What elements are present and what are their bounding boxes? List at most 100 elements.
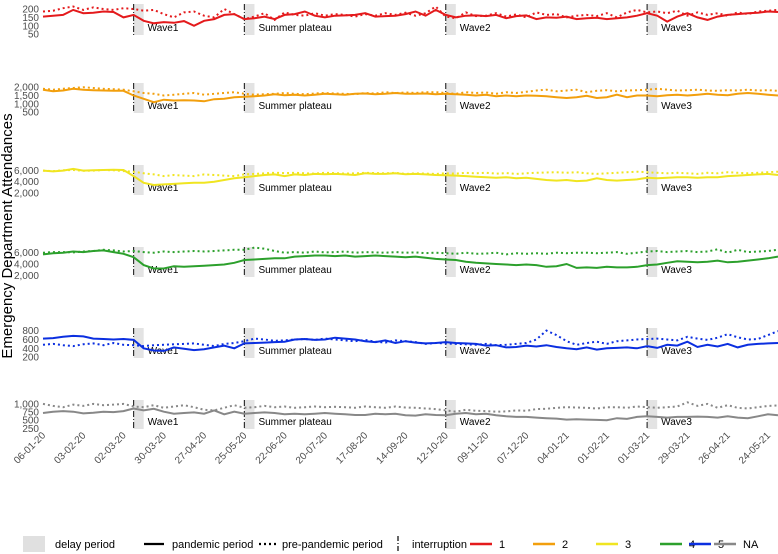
y-tick-label: 500	[22, 108, 39, 119]
period-label: Wave3	[661, 183, 692, 194]
y-tick-label: 6,000	[14, 166, 39, 177]
delay-period-band	[445, 247, 456, 277]
x-tick-label: 25-05-20	[213, 430, 249, 466]
legend-groups: 12345NA	[470, 539, 759, 551]
series-pandemic-NA	[42, 407, 778, 422]
period-label: Wave2	[460, 183, 491, 194]
period-label: Wave2	[460, 346, 491, 357]
delay-period-band	[244, 83, 255, 113]
y-tick-label: 600	[22, 335, 39, 346]
x-tick-label: 30-03-20	[133, 430, 169, 466]
legend-interruption-label: interruption	[412, 539, 467, 551]
delay-period-band	[244, 165, 255, 195]
y-tick-label: 50	[28, 30, 40, 41]
period-label: Wave2	[460, 101, 491, 112]
period-label: Summer plateau	[258, 346, 331, 357]
period-label: Wave2	[460, 23, 491, 34]
x-tick-label: 07-12-20	[495, 430, 531, 466]
delay-period-band	[445, 165, 456, 195]
x-tick-label: 24-05-21	[737, 430, 773, 466]
legend-pandemic-label: pandemic period	[172, 539, 253, 551]
legend-delay-label: delay period	[55, 539, 115, 551]
x-tick-label: 22-06-20	[254, 430, 290, 466]
legend-prepandemic-label: pre-pandemic period	[282, 539, 383, 551]
y-tick-label: 200	[22, 353, 39, 364]
period-label: Wave1	[148, 183, 179, 194]
delay-period-band	[647, 83, 658, 113]
x-tick-label: 17-08-20	[334, 430, 370, 466]
delay-period-band	[647, 165, 658, 195]
legend-group-label-2: 2	[562, 539, 568, 551]
x-tick-label: 01-03-21	[616, 430, 652, 466]
y-tick-label: 150	[22, 13, 39, 24]
y-tick-label: 250	[22, 424, 39, 435]
period-label: Summer plateau	[258, 23, 331, 34]
delay-period-band	[445, 4, 456, 35]
series-prepandemic-1	[42, 5, 778, 22]
delay-period-band	[647, 328, 658, 358]
x-tick-label: 20-07-20	[294, 430, 330, 466]
delay-period-band	[244, 400, 255, 429]
legend-delay-swatch	[23, 536, 45, 552]
series-pandemic-1	[42, 8, 778, 27]
series-pandemic-4	[42, 249, 778, 270]
y-tick-label: 6,000	[14, 248, 39, 259]
legend-group-label-3: 3	[625, 539, 631, 551]
y-tick-label: 800	[22, 326, 39, 337]
y-tick-label: 4,000	[14, 259, 39, 270]
series-prepandemic-2	[42, 86, 778, 97]
y-tick-label: 1,000	[14, 399, 39, 410]
period-label: Summer plateau	[258, 265, 331, 276]
x-tick-label: 02-03-20	[93, 430, 129, 466]
series-prepandemic-NA	[42, 401, 778, 413]
period-label: Wave3	[661, 346, 692, 357]
series-pandemic-2	[42, 87, 778, 104]
x-tick-label: 12-10-20	[415, 430, 451, 466]
y-tick-label: 100	[22, 21, 39, 32]
legend-group-label-NA: NA	[743, 539, 759, 551]
x-tick-label: 27-04-20	[173, 430, 209, 466]
x-tick-label: 14-09-20	[375, 430, 411, 466]
period-label: Wave3	[661, 101, 692, 112]
y-tick-label: 2,000	[14, 83, 39, 94]
period-label: Wave1	[148, 23, 179, 34]
x-tick-label: 09-11-20	[456, 430, 492, 466]
series-prepandemic-4	[42, 246, 778, 256]
period-label: Wave1	[148, 417, 179, 428]
period-label: Summer plateau	[258, 183, 331, 194]
y-tick-label: 1,500	[14, 91, 39, 102]
x-tick-label: 03-02-20	[52, 430, 88, 466]
delay-period-band	[647, 400, 658, 429]
x-tick-label: 29-03-21	[656, 430, 692, 466]
y-tick-label: 2,000	[14, 188, 39, 199]
period-label: Wave2	[460, 265, 491, 276]
period-label: Wave3	[661, 23, 692, 34]
period-label: Wave3	[661, 417, 692, 428]
x-tick-label: 04-01-21	[536, 430, 572, 466]
y-tick-label: 750	[22, 408, 39, 419]
period-label: Wave1	[148, 101, 179, 112]
legend-group-label-1: 1	[499, 539, 505, 551]
delay-period-band	[445, 83, 456, 113]
delay-period-band	[647, 247, 658, 277]
y-tick-label: 1,000	[14, 99, 39, 110]
y-axis-label: Emergency Department Attendances	[0, 113, 16, 358]
period-label: Summer plateau	[258, 417, 331, 428]
y-tick-label: 400	[22, 344, 39, 355]
delay-period-band	[244, 247, 255, 277]
series-pandemic-3	[42, 167, 778, 187]
legend: delay period pandemic period pre-pandemi…	[23, 536, 759, 552]
x-tick-label: 01-02-21	[576, 430, 612, 466]
y-tick-label: 500	[22, 416, 39, 427]
y-tick-label: 200	[22, 5, 39, 16]
y-tick-label: 4,000	[14, 177, 39, 188]
period-label: Wave3	[661, 265, 692, 276]
series-pandemic-5	[42, 334, 778, 352]
